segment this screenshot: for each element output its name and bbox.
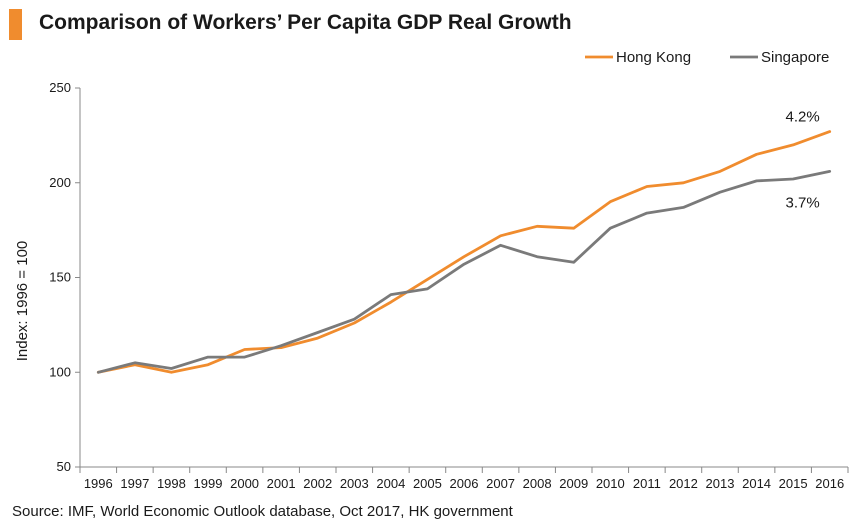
chart-title: Comparison of Workers’ Per Capita GDP Re… (39, 11, 572, 34)
x-tick-label: 2005 (413, 476, 442, 491)
series-line-hong-kong (96, 130, 832, 374)
x-tick-label: 2004 (376, 476, 405, 491)
x-tick-label: 2002 (303, 476, 332, 491)
annotation-singapore: 3.7% (786, 194, 820, 211)
legend: Hong Kong Singapore (585, 49, 829, 66)
x-tick-label: 2009 (559, 476, 588, 491)
x-tick-label: 2003 (340, 476, 369, 491)
y-tick-label: 50 (57, 459, 71, 474)
x-tick-label: 2012 (669, 476, 698, 491)
x-tick-label: 2008 (523, 476, 552, 491)
x-tick-label: 2010 (596, 476, 625, 491)
x-tick-label: 1999 (194, 476, 223, 491)
source-note: Source: IMF, World Economic Outlook data… (12, 503, 513, 520)
x-tick-label: 2016 (815, 476, 844, 491)
annotations: 4.2% 3.7% (786, 109, 820, 212)
y-tick-label: 150 (49, 270, 71, 285)
y-tick-label: 250 (49, 80, 71, 95)
x-tick-label: 2001 (267, 476, 296, 491)
x-tick-label: 1997 (120, 476, 149, 491)
annotation-hong-kong: 4.2% (786, 109, 820, 126)
title-accent-bar (9, 9, 22, 40)
x-tick-label: 2013 (706, 476, 735, 491)
x-tick-label: 2015 (779, 476, 808, 491)
series-lines (96, 130, 832, 374)
x-tick-label: 2000 (230, 476, 259, 491)
axes (79, 88, 848, 468)
x-tick-label: 2007 (486, 476, 515, 491)
y-tick-label: 100 (49, 364, 71, 379)
series-line-singapore (96, 169, 832, 374)
legend-label-hong-kong: Hong Kong (616, 49, 691, 66)
x-tick-label: 2006 (450, 476, 479, 491)
y-axis-label-group: Index: 1996 = 100 (14, 241, 31, 362)
x-tick-label: 1996 (84, 476, 113, 491)
x-tick-label: 2011 (633, 476, 661, 491)
legend-label-singapore: Singapore (761, 49, 829, 66)
x-tick-label: 2014 (742, 476, 771, 491)
y-tick-label: 200 (49, 175, 71, 190)
x-axis-ticks: 1996 1997 1998 1999 2000 2001 2002 2003 2004 2005… (79, 467, 849, 491)
y-axis-label: Index: 1996 = 100 (14, 241, 31, 362)
y-axis-ticks: 50 100 150 200 250 (49, 80, 80, 474)
x-tick-label: 1998 (157, 476, 186, 491)
